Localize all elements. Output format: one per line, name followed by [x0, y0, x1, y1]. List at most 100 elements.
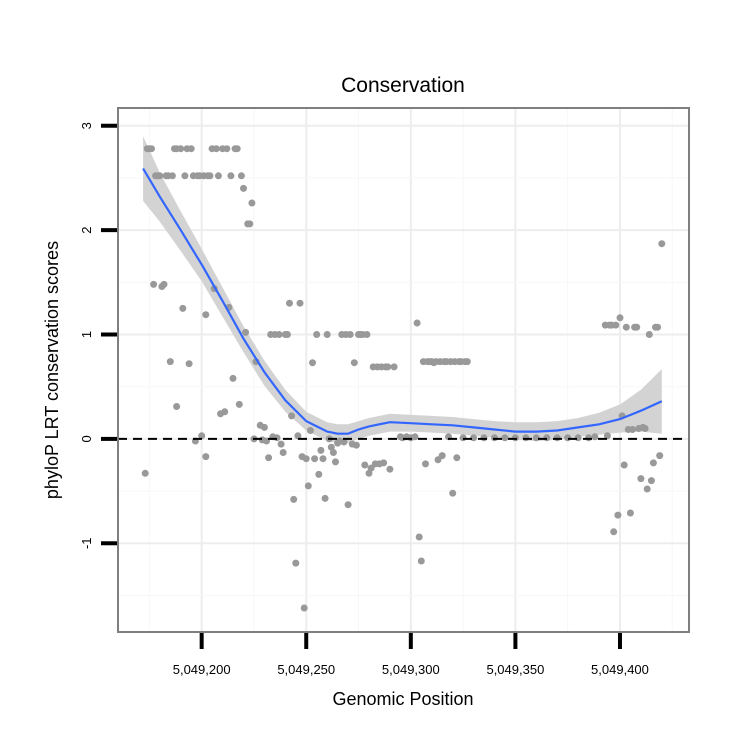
x-tick-label: 5,049,250 — [277, 662, 335, 677]
data-point — [626, 509, 634, 517]
data-point — [288, 412, 296, 420]
x-tick-label: 5,049,300 — [382, 662, 440, 677]
data-point — [610, 528, 618, 536]
data-point — [417, 557, 425, 565]
data-point — [620, 461, 628, 469]
data-point — [543, 434, 551, 442]
x-tick-label: 5,049,200 — [173, 662, 231, 677]
data-point — [654, 323, 662, 331]
data-point — [292, 559, 300, 567]
data-point — [453, 454, 461, 462]
data-point — [344, 501, 352, 509]
data-point — [363, 331, 371, 338]
data-point — [229, 374, 237, 382]
data-point — [361, 461, 369, 469]
data-point — [591, 433, 599, 441]
data-point — [553, 434, 561, 442]
data-point — [643, 485, 651, 493]
data-point — [614, 511, 622, 519]
data-point — [511, 434, 519, 442]
data-point — [240, 184, 247, 192]
data-point — [237, 172, 245, 180]
data-point — [173, 403, 181, 410]
data-point — [309, 359, 316, 367]
smooth-trend-line — [142, 167, 663, 435]
data-point — [177, 145, 185, 153]
data-point — [386, 465, 394, 473]
data-point — [413, 319, 421, 327]
data-point — [141, 469, 149, 477]
data-point — [198, 432, 206, 440]
data-point — [283, 331, 291, 338]
data-point — [656, 452, 664, 460]
data-point — [290, 495, 298, 503]
data-point — [319, 455, 327, 463]
data-point — [449, 489, 457, 497]
data-point — [352, 441, 360, 449]
data-point — [658, 240, 666, 248]
data-point — [313, 331, 321, 338]
data-point — [156, 172, 164, 180]
data-point — [641, 425, 649, 432]
data-point — [422, 460, 429, 468]
data-point — [302, 455, 310, 463]
y-axis-title: phyloP LRT conservation scores — [42, 241, 62, 499]
data-point — [616, 314, 624, 322]
data-point — [384, 363, 392, 371]
plot-panel-border — [117, 107, 690, 633]
data-point — [212, 145, 220, 153]
data-point — [273, 434, 281, 442]
x-tick-label: 5,049,350 — [486, 662, 544, 677]
data-point — [637, 475, 645, 483]
data-point — [470, 434, 478, 442]
data-point — [585, 434, 593, 442]
grid-lines — [118, 108, 689, 632]
x-axis: 5,049,200 5,049,250 5,049,300 5,049,350 5,04… — [173, 633, 649, 677]
data-point — [150, 280, 158, 288]
data-point — [311, 455, 319, 463]
data-point — [187, 145, 195, 153]
confidence-band — [143, 136, 662, 444]
data-point — [564, 434, 572, 442]
y-tick-label: 3 — [79, 122, 94, 129]
data-point — [645, 331, 653, 338]
y-tick-label: 0 — [79, 435, 94, 442]
data-point — [279, 449, 287, 456]
data-point — [160, 280, 168, 288]
data-point — [415, 533, 423, 541]
data-point — [317, 446, 325, 454]
data-point — [603, 432, 611, 440]
data-point — [480, 434, 488, 442]
data-point — [242, 328, 250, 336]
data-point — [306, 427, 314, 434]
data-point — [296, 299, 304, 307]
data-point — [181, 172, 189, 180]
data-point — [647, 477, 655, 485]
data-point — [265, 454, 273, 462]
data-point — [329, 449, 337, 456]
data-point — [221, 408, 229, 416]
x-tick-label: 5,049,400 — [591, 662, 649, 677]
data-point — [522, 434, 530, 442]
data-point — [346, 331, 354, 338]
data-point — [227, 172, 235, 180]
data-point — [323, 331, 331, 338]
y-axis: -1 0 1 2 3 — [79, 122, 117, 549]
data-point — [327, 443, 335, 451]
plot-panel-background — [118, 108, 689, 632]
data-point — [304, 482, 312, 490]
data-point — [275, 331, 283, 338]
y-tick-label: -1 — [79, 537, 94, 549]
data-point — [332, 458, 339, 466]
x-axis-title: Genomic Position — [332, 689, 473, 709]
y-tick-label: 1 — [79, 331, 94, 338]
data-point — [202, 453, 210, 461]
data-point — [277, 440, 285, 448]
data-point — [649, 459, 657, 467]
data-point — [223, 145, 231, 153]
data-point — [148, 145, 155, 153]
data-point — [633, 323, 641, 331]
data-point — [350, 359, 358, 367]
data-point — [411, 433, 419, 441]
data-point — [214, 172, 222, 180]
